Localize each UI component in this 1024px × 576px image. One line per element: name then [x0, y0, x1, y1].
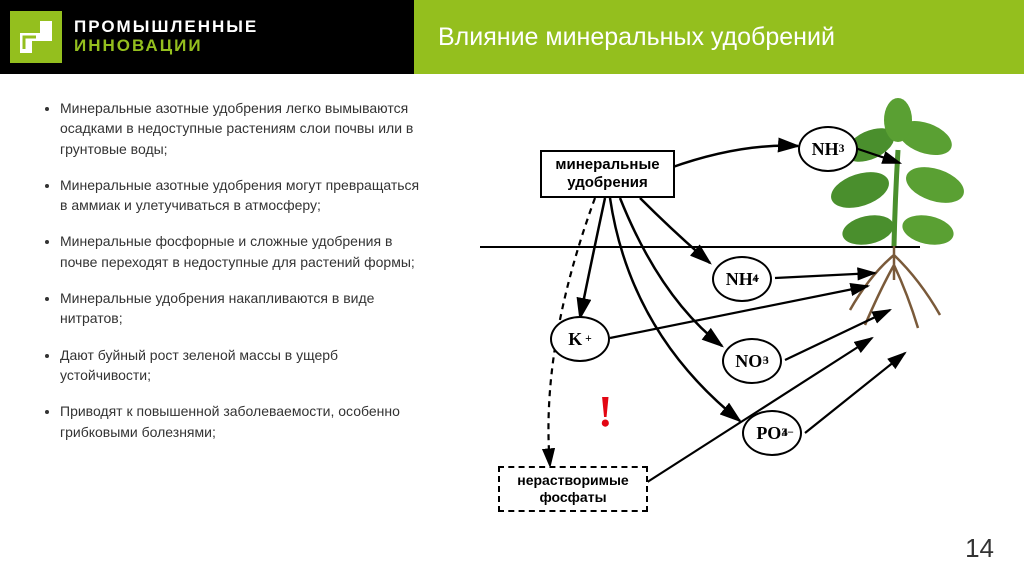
logo-icon [10, 11, 62, 63]
logo-text: ПРОМЫШЛЕННЫЕ ИННОВАЦИИ [74, 18, 258, 55]
logo-line2: ИННОВАЦИИ [74, 37, 258, 56]
bullet-item: Минеральные удобрения накапливаются в ви… [60, 288, 420, 329]
bullet-item: Минеральные фосфорные и сложные удобрени… [60, 231, 420, 272]
slide-title: Влияние минеральных удобрений [414, 0, 1024, 74]
node-nh3: NH3 [798, 126, 858, 172]
node-po4: PO3−4 [742, 410, 802, 456]
page-number: 14 [965, 533, 994, 564]
source-box: минеральныеудобрения [540, 150, 675, 198]
bullet-list: Минеральные азотные удобрения легко вымы… [40, 98, 420, 534]
bullet-item: Дают буйный рост зеленой массы в ущерб у… [60, 345, 420, 386]
header: ПРОМЫШЛЕННЫЕ ИННОВАЦИИ Влияние минеральн… [0, 0, 1024, 74]
content: Минеральные азотные удобрения легко вымы… [0, 74, 1024, 544]
bullet-item: Минеральные азотные удобрения легко вымы… [60, 98, 420, 159]
diagram: минеральныеудобрения NH3 NH+4 K + NO−3 P… [420, 98, 1004, 534]
sink-box: нерастворимыефосфаты [498, 466, 648, 512]
warning-icon: ! [598, 386, 613, 437]
bullet-item: Приводят к повышенной заболеваемости, ос… [60, 401, 420, 442]
node-nh4: NH+4 [712, 256, 772, 302]
node-no3: NO−3 [722, 338, 782, 384]
node-k: K + [550, 316, 610, 362]
bullet-item: Минеральные азотные удобрения могут прев… [60, 175, 420, 216]
logo-line1: ПРОМЫШЛЕННЫЕ [74, 18, 258, 37]
source-box-label: минеральныеудобрения [555, 156, 659, 191]
logo-block: ПРОМЫШЛЕННЫЕ ИННОВАЦИИ [0, 0, 414, 74]
sink-box-label: нерастворимыефосфаты [517, 472, 628, 505]
